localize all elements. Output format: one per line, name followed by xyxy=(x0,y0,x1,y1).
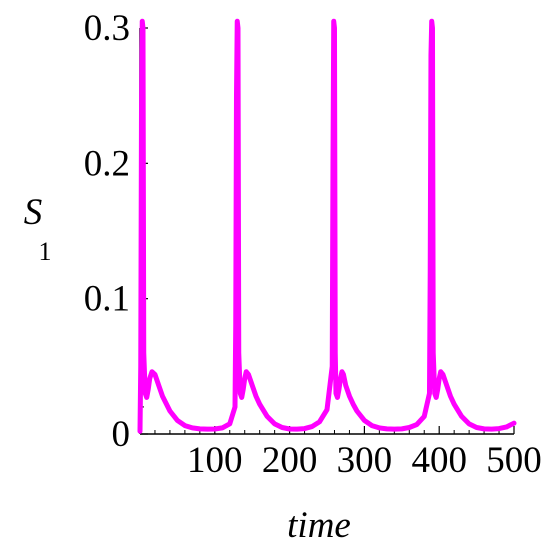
x-tick-label: 200 xyxy=(262,440,318,481)
y-axis-title: S xyxy=(24,192,43,233)
x-tick-label: 500 xyxy=(486,440,542,481)
y-tick-label: 0 xyxy=(112,414,131,455)
x-tick-label: 400 xyxy=(411,440,467,481)
axes xyxy=(139,28,514,435)
ticks: 0 0.1 0.2 0.3 100 200 300 400 500 xyxy=(84,8,542,481)
y-tick-label: 0.3 xyxy=(84,8,130,49)
x-tick-label: 100 xyxy=(187,440,243,481)
x-axis-title: time xyxy=(287,505,351,546)
series-line xyxy=(137,18,517,434)
y-tick-label: 0.1 xyxy=(84,279,130,320)
series-layer xyxy=(137,18,517,434)
y-tick-label: 0.2 xyxy=(84,143,130,184)
x-tick-label: 300 xyxy=(337,440,393,481)
y-axis-title-subscript: 1 xyxy=(39,237,52,266)
